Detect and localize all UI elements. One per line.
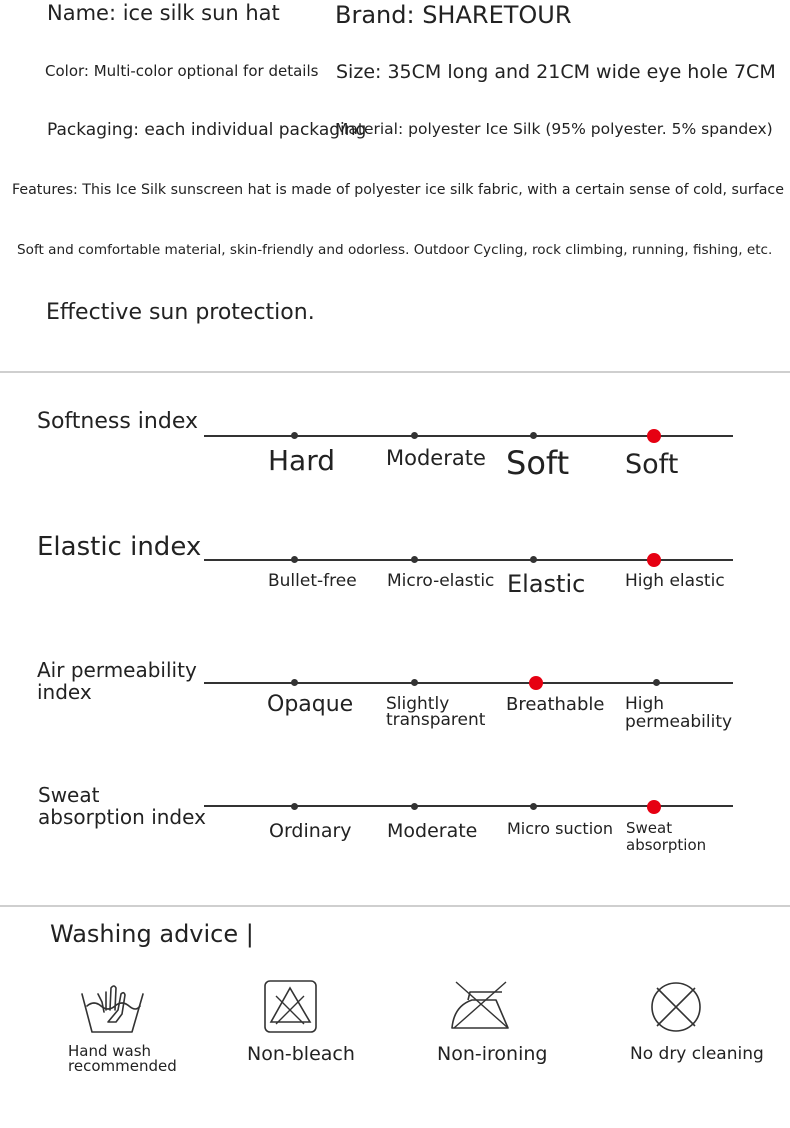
brand-spec: Brand: SHARETOUR bbox=[335, 1, 572, 29]
air-dot-2 bbox=[411, 679, 418, 686]
air-scale-line bbox=[204, 682, 733, 684]
no-dry-cleaning-label: No dry cleaning bbox=[630, 1044, 764, 1064]
air-level-high: High bbox=[625, 694, 665, 714]
sweat-dot-1 bbox=[291, 803, 298, 810]
elastic-level-high-elastic: High elastic bbox=[625, 571, 725, 591]
softness-dot-selected bbox=[647, 429, 661, 443]
washing-advice-title: Washing advice | bbox=[50, 920, 254, 948]
softness-dot-3 bbox=[530, 432, 537, 439]
material-spec: Material: polyester Ice Silk (95% polyes… bbox=[335, 120, 773, 138]
softness-dot-1 bbox=[291, 432, 298, 439]
sweat-level-absorption: absorption bbox=[626, 836, 707, 854]
air-dot-1 bbox=[291, 679, 298, 686]
elastic-level-elastic: Elastic bbox=[507, 570, 586, 598]
sweat-scale-line bbox=[204, 805, 733, 807]
sun-protection-text: Effective sun protection. bbox=[46, 300, 315, 325]
no-iron-icon bbox=[448, 978, 514, 1032]
air-dot-4 bbox=[653, 679, 660, 686]
softness-level-soft-2: Soft bbox=[625, 449, 679, 480]
elastic-level-micro-elastic: Micro-elastic bbox=[387, 571, 495, 591]
elastic-dot-2 bbox=[411, 556, 418, 563]
features-text: Features: This Ice Silk sunscreen hat is… bbox=[12, 182, 784, 198]
air-dot-selected bbox=[529, 676, 543, 690]
elastic-level-bullet-free: Bullet-free bbox=[268, 571, 357, 591]
air-level-slightly: Slightly bbox=[386, 694, 450, 714]
elastic-index-title: Elastic index bbox=[37, 532, 202, 562]
sweat-level-micro-suction: Micro suction bbox=[507, 819, 614, 838]
air-level-permeability: permeability bbox=[625, 712, 733, 732]
elastic-dot-1 bbox=[291, 556, 298, 563]
elastic-dot-3 bbox=[530, 556, 537, 563]
softness-dot-2 bbox=[411, 432, 418, 439]
elastic-scale-line bbox=[204, 559, 733, 561]
no-dry-clean-icon bbox=[650, 981, 702, 1033]
size-spec: Size: 35CM long and 21CM wide eye hole 7… bbox=[336, 61, 776, 83]
sweat-level-sweat: Sweat bbox=[626, 819, 673, 837]
sweat-level-moderate: Moderate bbox=[387, 820, 478, 842]
softness-level-moderate: Moderate bbox=[386, 446, 486, 470]
divider-bottom bbox=[0, 905, 790, 907]
non-ironing-label: Non-ironing bbox=[437, 1043, 548, 1065]
air-level-transparent: transparent bbox=[386, 710, 486, 730]
softness-scale-line bbox=[204, 435, 733, 437]
hand-wash-icon bbox=[80, 980, 146, 1034]
air-permeability-title: Air permeability bbox=[37, 658, 197, 682]
softness-level-soft: Soft bbox=[506, 444, 570, 482]
color-spec: Color: Multi-color optional for details bbox=[45, 62, 319, 80]
air-level-opaque: Opaque bbox=[267, 692, 354, 717]
sweat-dot-selected bbox=[647, 800, 661, 814]
features-text-2: Soft and comfortable material, skin-frie… bbox=[17, 242, 773, 258]
elastic-dot-selected bbox=[647, 553, 661, 567]
name-spec: Name: ice silk sun hat bbox=[47, 1, 280, 25]
air-level-breathable: Breathable bbox=[506, 694, 605, 715]
sweat-absorption-title: Sweat bbox=[38, 783, 100, 807]
hand-wash-label-2: recommended bbox=[68, 1057, 177, 1075]
air-permeability-title-2: index bbox=[37, 680, 92, 704]
softness-index-title: Softness index bbox=[37, 409, 198, 434]
hand-wash-label: Hand wash bbox=[68, 1042, 152, 1060]
sweat-absorption-title-2: absorption index bbox=[38, 805, 206, 829]
packaging-spec: Packaging: each individual packaging bbox=[47, 120, 367, 140]
softness-level-hard: Hard bbox=[268, 444, 336, 477]
non-bleach-label: Non-bleach bbox=[247, 1043, 355, 1065]
sweat-level-ordinary: Ordinary bbox=[269, 820, 352, 842]
divider-top bbox=[0, 371, 790, 373]
sweat-dot-3 bbox=[530, 803, 537, 810]
no-bleach-icon bbox=[264, 980, 318, 1034]
sweat-dot-2 bbox=[411, 803, 418, 810]
